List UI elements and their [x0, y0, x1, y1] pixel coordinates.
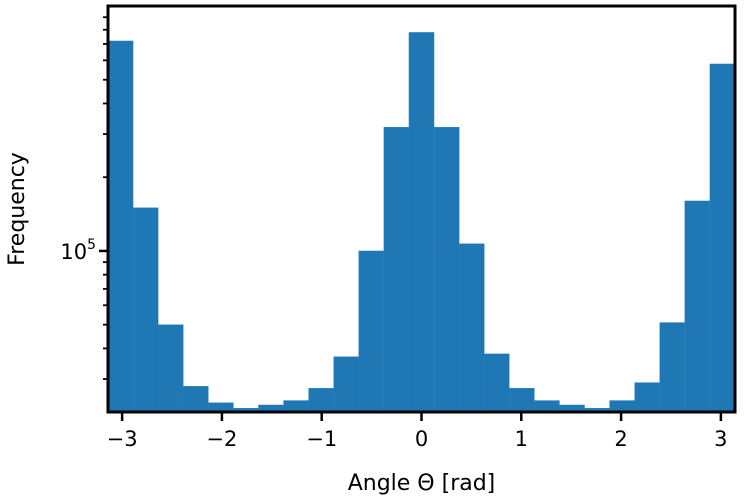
histogram-bar	[283, 400, 309, 413]
x-tick-label: −1	[306, 427, 337, 451]
x-tick-label: −3	[107, 427, 138, 451]
histogram-bar	[107, 40, 134, 413]
histogram-bar	[484, 353, 510, 413]
y-axis-title: Frequency	[5, 152, 30, 266]
x-tick-label: 3	[714, 427, 727, 451]
histogram-bar	[157, 324, 184, 413]
histogram-bar	[458, 243, 485, 413]
histogram-bar	[408, 32, 435, 413]
x-tick-label: 0	[415, 427, 428, 451]
histogram-bar	[183, 386, 209, 413]
histogram-bar	[383, 127, 410, 413]
histogram-bar	[308, 388, 334, 413]
x-tick-label: 1	[515, 427, 528, 451]
histogram-bar	[433, 127, 460, 413]
histogram-bar	[609, 400, 635, 413]
histogram-bar	[534, 400, 560, 413]
x-axis: −3 −2 −1 0 1 2 3	[107, 412, 728, 451]
histogram-bar	[659, 322, 686, 413]
histogram-bar	[709, 63, 736, 413]
histogram-bar	[509, 388, 535, 413]
histogram-bar	[132, 207, 159, 413]
bars-group	[107, 32, 736, 413]
x-tick-label: −2	[206, 427, 237, 451]
y-axis: 105	[60, 16, 108, 380]
plot-frame	[106, 4, 737, 414]
y-tick-label: 105	[60, 237, 96, 264]
histogram-bar	[684, 200, 711, 413]
histogram-bar	[358, 250, 385, 413]
histogram-bar	[634, 382, 660, 413]
x-tick-label: 2	[614, 427, 627, 451]
x-axis-title: Angle Θ [rad]	[348, 471, 496, 496]
histogram-bar	[333, 356, 359, 413]
